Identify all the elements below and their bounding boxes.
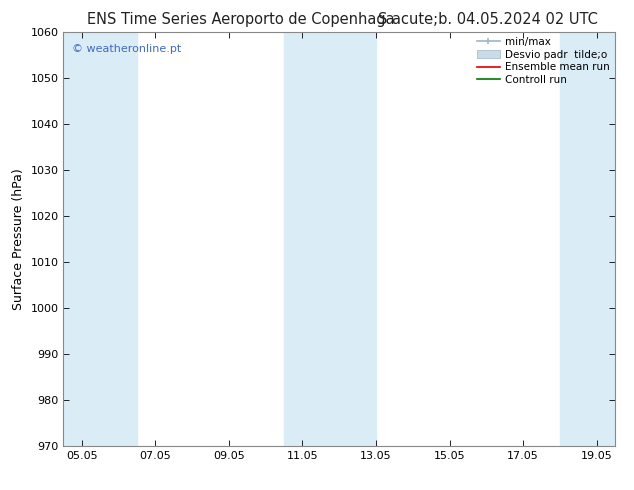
Bar — [63, 32, 137, 446]
Legend: min/max, Desvio padr  tilde;o, Ensemble mean run, Controll run: min/max, Desvio padr tilde;o, Ensemble m… — [475, 35, 612, 87]
Bar — [284, 32, 376, 446]
Text: S acute;b. 04.05.2024 02 UTC: S acute;b. 04.05.2024 02 UTC — [378, 12, 598, 27]
Bar — [560, 32, 615, 446]
Text: © weatheronline.pt: © weatheronline.pt — [72, 44, 181, 54]
Y-axis label: Surface Pressure (hPa): Surface Pressure (hPa) — [12, 168, 25, 310]
Text: ENS Time Series Aeroporto de Copenhaga: ENS Time Series Aeroporto de Copenhaga — [87, 12, 395, 27]
